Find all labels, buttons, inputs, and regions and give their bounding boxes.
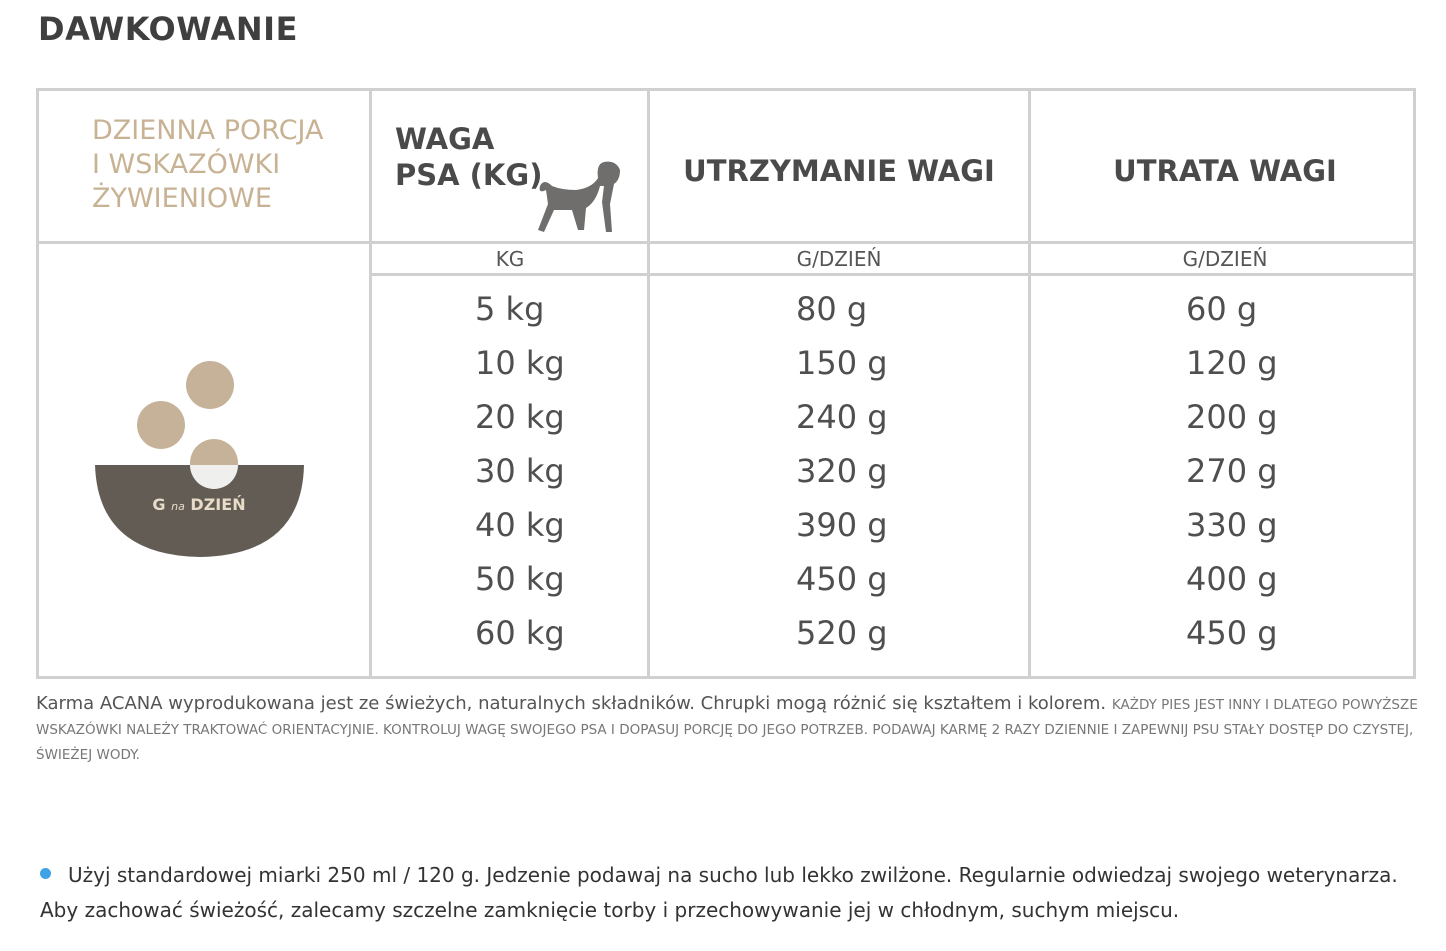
divider [36, 241, 1416, 244]
table-cell: 60 kg [475, 614, 565, 652]
tip: Użyj standardowej miarki 250 ml / 120 g.… [40, 863, 1398, 922]
header-line: WAGA [395, 122, 495, 156]
unit: G/DZIEŃ [796, 247, 882, 271]
bowl-label-part: na [171, 500, 185, 513]
intro-line: ŻYWIENIOWE [92, 183, 272, 214]
table-cell: 60 g [1186, 290, 1258, 328]
intro-line: DZIENNA PORCJA [92, 115, 324, 146]
bowl-label-part: DZIEŃ [190, 495, 245, 514]
table-cell: 270 g [1186, 452, 1278, 490]
table-cell: 450 g [796, 560, 888, 598]
divider [369, 88, 372, 679]
table-cell: 200 g [1186, 398, 1278, 436]
table-cell: 320 g [796, 452, 888, 490]
table-cell: 10 kg [475, 344, 565, 382]
unit: G/DZIEŃ [1182, 247, 1268, 271]
table-cell: 120 g [1186, 344, 1278, 382]
unit: KG [495, 247, 525, 271]
column-header: UTRATA WAGI [1113, 154, 1337, 188]
bowl-icon: G na DZIEŃ [95, 361, 304, 557]
bowl-label: G na DZIEŃ [152, 495, 245, 514]
table-cell: 40 kg [475, 506, 565, 544]
table-cell: 520 g [796, 614, 888, 652]
header-line: PSA (KG) [395, 158, 543, 192]
table-cell: 80 g [796, 290, 868, 328]
note-small: KAŻDY PIES JEST INNY I DLATEGO POWYŻSZE … [36, 697, 1418, 763]
note: Karma ACANA wyprodukowana jest ze świeży… [36, 692, 1426, 767]
note-lead: Karma ACANA wyprodukowana jest ze świeży… [36, 693, 1107, 714]
title: DAWKOWANIE [38, 10, 298, 48]
divider [1028, 88, 1031, 679]
table-cell: 450 g [1186, 614, 1278, 652]
divider [369, 273, 1416, 276]
table-frame [36, 88, 1416, 679]
table-cell: 330 g [1186, 506, 1278, 544]
intro: DZIENNA PORCJA I WSKAZÓWKI ŻYWIENIOWE [92, 114, 324, 216]
divider [647, 88, 650, 679]
table-cell: 30 kg [475, 452, 565, 490]
table-cell: 390 g [796, 506, 888, 544]
table-cell: 50 kg [475, 560, 565, 598]
bowl-label-part: G [152, 495, 165, 514]
weight-header: WAGA PSA (KG) [395, 121, 542, 193]
intro-line: I WSKAZÓWKI [92, 149, 281, 180]
dog-icon [538, 161, 620, 232]
bullet [40, 868, 51, 879]
table-cell: 150 g [796, 344, 888, 382]
column-header: UTRZYMANIE WAGI [683, 154, 995, 188]
table-cell: 5 kg [475, 290, 545, 328]
table-cell: 20 kg [475, 398, 565, 436]
table-cell: 240 g [796, 398, 888, 436]
table-cell: 400 g [1186, 560, 1278, 598]
